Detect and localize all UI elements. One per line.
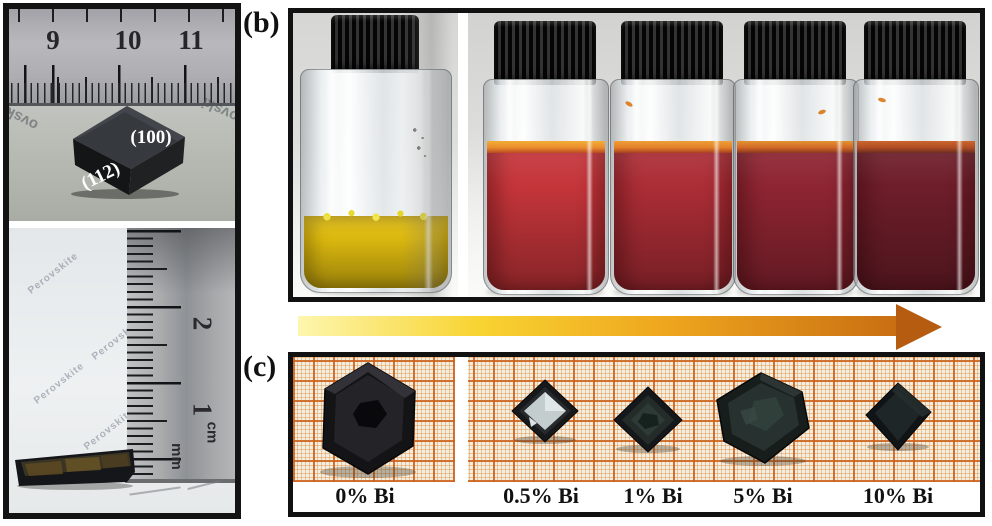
crystal-0p5-bi: [511, 379, 579, 444]
yellow-vial-photo: [293, 13, 458, 297]
ruler-number-11: 11: [178, 25, 204, 55]
surface-band: [614, 141, 732, 153]
red-vials-photo: [468, 13, 980, 297]
vial-glass: [483, 79, 609, 295]
panel-b-label: (b): [243, 6, 280, 39]
ruler-number-1: 1: [187, 402, 218, 417]
drip-speck: [877, 97, 887, 103]
black-crystal-block: (100) (112): [71, 106, 185, 199]
vial-red-2: [610, 21, 736, 295]
vial-red-3: [733, 21, 859, 295]
label-5-bi: 5% Bi: [733, 483, 793, 508]
ruler-upper-ticks: [9, 9, 235, 22]
vial-glass: [610, 79, 736, 295]
gradient-arrow-head-icon: [896, 304, 942, 350]
vial-cap: [621, 21, 723, 85]
vial-cap: [331, 15, 419, 73]
crystal-1-bi: [613, 386, 683, 453]
vial-shadow: [311, 285, 441, 295]
label-0p5-bi: 0.5% Bi: [503, 483, 579, 508]
surface-band: [487, 141, 605, 153]
crystals-panel: 0% Bi 0.5% Bi 1% Bi 5% Bi 10% Bi: [288, 352, 985, 517]
photo-divider: [9, 221, 235, 228]
red-solution-1: [487, 141, 605, 290]
label-0-bi: 0% Bi: [335, 483, 395, 508]
red-solution-4: [857, 141, 975, 290]
ruler-number-9: 9: [46, 25, 60, 55]
ruler-cm-ticks: [127, 230, 181, 478]
label-1-bi: 1% Bi: [623, 483, 683, 508]
ruler-number-2: 2: [187, 316, 218, 331]
paper-watermark: Perovskite: [32, 360, 87, 407]
drip-speck: [624, 100, 634, 108]
panel-c-label: (c): [243, 350, 277, 383]
surface-band: [737, 141, 855, 153]
crystal-top-view-photo: 9 10 11 ovski ovski (100) (112): [9, 9, 235, 221]
vial-glass: [733, 79, 859, 295]
vial-red-1: [483, 21, 609, 295]
paper-watermark: Perovskite: [26, 250, 81, 297]
vial-precursor: [299, 15, 452, 295]
solutions-panel: [288, 8, 985, 302]
crystal-slab-side-view: [15, 449, 135, 490]
red-solution-2: [614, 141, 732, 290]
crystal-10-bi: [865, 382, 932, 451]
ruler-mm-ticks: [9, 83, 235, 106]
crystal-0-bi: [320, 362, 416, 478]
label-10-bi: 10% Bi: [862, 483, 934, 508]
sample-label-strip: 0% Bi 0.5% Bi 1% Bi 5% Bi 10% Bi: [293, 482, 980, 512]
yellow-solution: [304, 206, 448, 288]
yellow-crystallites: [308, 206, 444, 224]
photo-divider: [455, 357, 468, 482]
gradient-arrow: [298, 316, 896, 336]
vial-red-4: [853, 21, 979, 295]
glass-smudge: [407, 122, 433, 162]
vial-cap: [744, 21, 846, 85]
red-solution-3: [737, 141, 855, 290]
crystal-side-view-photo: Perovskite Perovskite Perovskite Perovsk…: [9, 228, 235, 513]
crystal-size-panel: 9 10 11 ovski ovski (100) (112) Perovski…: [3, 3, 241, 519]
photo-divider: [458, 13, 468, 297]
crystal-5-bi: [716, 372, 810, 466]
vial-glass: [853, 79, 979, 295]
face-label-100: (100): [130, 127, 171, 148]
ruler-number-10: 10: [114, 25, 142, 55]
vertical-ruler: [125, 228, 235, 483]
ruler-unit-mm: mm: [167, 443, 185, 470]
ruler-unit-cm: cm: [203, 421, 221, 444]
graph-paper: [293, 357, 980, 482]
surface-band: [857, 141, 975, 153]
vial-cap: [494, 21, 596, 85]
vial-cap: [864, 21, 966, 85]
drip-speck: [817, 108, 827, 116]
horizontal-ruler: 9 10 11: [9, 9, 235, 106]
vial-glass: [300, 69, 452, 293]
